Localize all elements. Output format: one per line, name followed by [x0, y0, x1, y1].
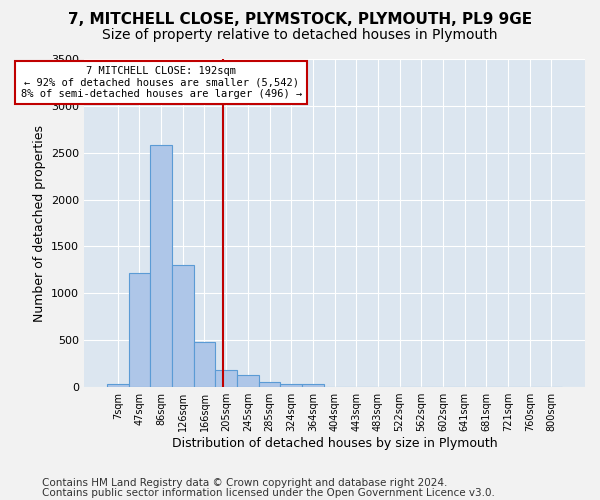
Text: Contains HM Land Registry data © Crown copyright and database right 2024.: Contains HM Land Registry data © Crown c…: [42, 478, 448, 488]
Text: Contains public sector information licensed under the Open Government Licence v3: Contains public sector information licen…: [42, 488, 495, 498]
Text: 7, MITCHELL CLOSE, PLYMSTOCK, PLYMOUTH, PL9 9GE: 7, MITCHELL CLOSE, PLYMSTOCK, PLYMOUTH, …: [68, 12, 532, 28]
Text: Size of property relative to detached houses in Plymouth: Size of property relative to detached ho…: [102, 28, 498, 42]
Bar: [128, 272, 150, 387]
Bar: [302, 384, 324, 387]
Bar: [237, 375, 259, 387]
Bar: [172, 265, 194, 387]
Bar: [150, 145, 172, 387]
Y-axis label: Number of detached properties: Number of detached properties: [32, 124, 46, 322]
Bar: [259, 382, 280, 387]
Text: 7 MITCHELL CLOSE: 192sqm
← 92% of detached houses are smaller (5,542)
8% of semi: 7 MITCHELL CLOSE: 192sqm ← 92% of detach…: [20, 66, 302, 99]
Bar: [215, 370, 237, 387]
Bar: [194, 342, 215, 387]
Bar: [107, 384, 128, 387]
X-axis label: Distribution of detached houses by size in Plymouth: Distribution of detached houses by size …: [172, 437, 497, 450]
Bar: [280, 384, 302, 387]
